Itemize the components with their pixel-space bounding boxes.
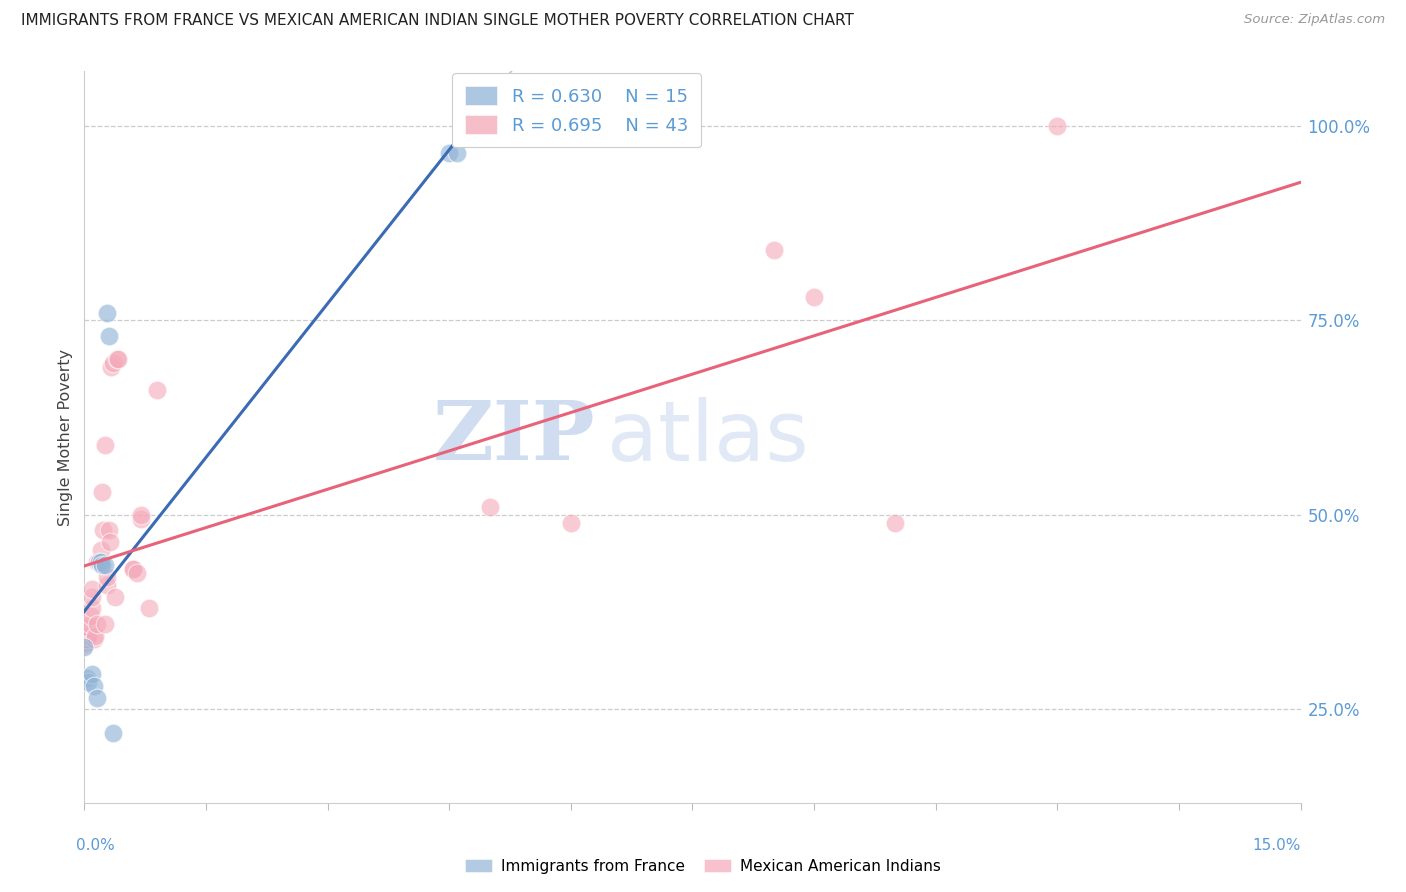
- Point: [83, 679, 105, 693]
- Point: [125, 566, 148, 581]
- Point: [762, 244, 785, 258]
- Point: [75, 636, 97, 650]
- Point: [86, 690, 108, 705]
- Point: [101, 725, 124, 739]
- Text: 0.0%: 0.0%: [76, 838, 115, 853]
- Point: [87, 555, 110, 569]
- Point: [93, 438, 115, 452]
- Point: [77, 628, 100, 642]
- Point: [100, 359, 122, 374]
- Point: [82, 590, 104, 604]
- Point: [76, 632, 98, 647]
- Point: [80, 601, 103, 615]
- Point: [97, 524, 120, 538]
- Point: [87, 555, 110, 569]
- Point: [439, 146, 461, 161]
- Point: [91, 484, 114, 499]
- Point: [129, 512, 152, 526]
- Point: [82, 582, 104, 596]
- Point: [107, 352, 129, 367]
- Point: [146, 384, 169, 398]
- Point: [80, 609, 103, 624]
- Point: [96, 570, 118, 584]
- Point: [129, 508, 152, 522]
- Point: [122, 562, 145, 576]
- Point: [98, 535, 121, 549]
- Point: [803, 290, 825, 304]
- Point: [1046, 119, 1069, 133]
- Point: [122, 562, 145, 576]
- Text: Source: ZipAtlas.com: Source: ZipAtlas.com: [1244, 13, 1385, 27]
- Point: [79, 616, 101, 631]
- Point: [73, 640, 96, 655]
- Point: [101, 356, 124, 370]
- Point: [97, 329, 120, 343]
- Point: [90, 542, 112, 557]
- Point: [73, 638, 96, 652]
- Point: [75, 632, 97, 647]
- Point: [560, 516, 582, 530]
- Point: [884, 516, 907, 530]
- Point: [83, 628, 105, 642]
- Point: [96, 578, 118, 592]
- Point: [76, 675, 98, 690]
- Point: [91, 524, 114, 538]
- Legend: R = 0.630    N = 15, R = 0.695    N = 43: R = 0.630 N = 15, R = 0.695 N = 43: [453, 73, 700, 147]
- Point: [138, 601, 160, 615]
- Point: [446, 146, 468, 161]
- Point: [86, 555, 108, 569]
- Point: [83, 632, 105, 647]
- Point: [82, 667, 104, 681]
- Point: [77, 621, 100, 635]
- Point: [76, 671, 98, 685]
- Text: atlas: atlas: [607, 397, 808, 477]
- Text: 15.0%: 15.0%: [1253, 838, 1301, 853]
- Y-axis label: Single Mother Poverty: Single Mother Poverty: [58, 349, 73, 525]
- Text: ZIP: ZIP: [433, 397, 595, 477]
- Point: [91, 558, 114, 573]
- Legend: Immigrants from France, Mexican American Indians: Immigrants from France, Mexican American…: [458, 853, 948, 880]
- Point: [104, 590, 127, 604]
- Point: [96, 305, 118, 319]
- Point: [93, 558, 115, 573]
- Point: [86, 616, 108, 631]
- Text: IMMIGRANTS FROM FRANCE VS MEXICAN AMERICAN INDIAN SINGLE MOTHER POVERTY CORRELAT: IMMIGRANTS FROM FRANCE VS MEXICAN AMERIC…: [21, 13, 853, 29]
- Point: [93, 616, 115, 631]
- Point: [105, 352, 128, 367]
- Point: [90, 555, 112, 569]
- Point: [478, 500, 501, 515]
